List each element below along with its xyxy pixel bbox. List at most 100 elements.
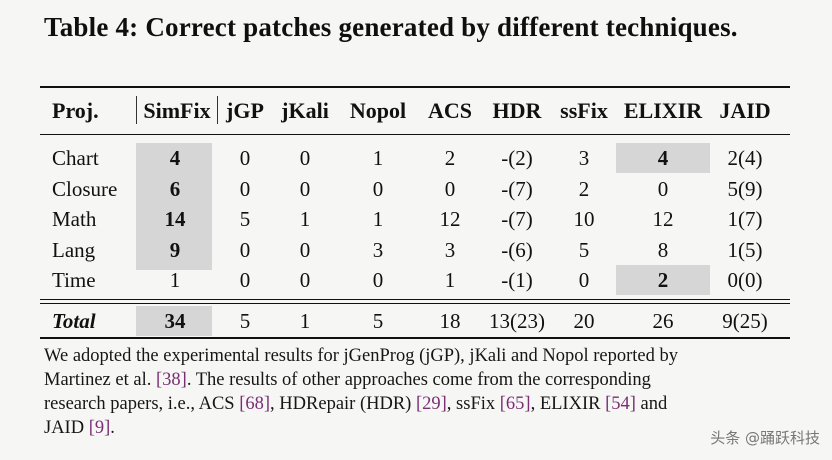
footnote-text: , ssFix (446, 394, 500, 414)
footnote-text: , HDRepair (HDR) (270, 394, 416, 414)
footnote-text: We adopted the experimental results for … (44, 346, 679, 366)
watermark: 头条 @踊跃科技 (710, 429, 820, 447)
table-cell: 14 (164, 207, 186, 231)
footnote-text: , ELIXIR (530, 394, 606, 414)
citation-link[interactable]: [38] (155, 370, 187, 390)
footnote-line: We adopted the experimental results for … (44, 344, 804, 368)
table-cell: 0 (239, 268, 251, 292)
elixir-time-highlight (616, 265, 710, 295)
table-cell: 1 (372, 207, 384, 231)
header-divider-right (217, 96, 218, 124)
table-cell: 12 (652, 207, 674, 231)
table-top-rule (40, 86, 790, 88)
table-cell: 1 (444, 268, 456, 292)
footnote-text: . (110, 418, 115, 438)
table-cell: -(2) (501, 146, 533, 170)
total-cell: 18 (439, 309, 461, 333)
table-cell: -(6) (501, 238, 533, 262)
table-cell: 8 (657, 238, 669, 262)
table-cell: 4 (657, 146, 669, 170)
total-rule-lower (40, 303, 790, 304)
header-jkali: jKali (281, 98, 329, 123)
row-proj-label: Time (52, 268, 96, 292)
table-bottom-rule (40, 337, 790, 339)
header-ssfix: ssFix (560, 98, 608, 123)
citation-link[interactable]: [54] (605, 394, 636, 414)
footnote-text: and (635, 394, 668, 414)
table-cell: 1(5) (727, 238, 763, 262)
footnote-text: Martinez et al. (44, 370, 156, 390)
total-cell: 9(25) (722, 309, 768, 333)
footnote-text: JAID (44, 418, 89, 438)
table-cell: 0 (372, 268, 384, 292)
row-proj-label: Math (52, 207, 97, 231)
header-jaid: JAID (719, 98, 771, 123)
table-cell: 4 (169, 146, 181, 170)
row-proj-label: Lang (52, 238, 96, 262)
simfix-total-highlight (136, 306, 212, 336)
table-caption: Table 4: Correct patches generated by di… (44, 12, 738, 42)
table-cell: 3 (372, 238, 384, 262)
header-hdr: HDR (492, 98, 542, 123)
table-cell: 0 (657, 177, 669, 201)
table-cell: 9 (169, 238, 181, 262)
table-cell: 0(0) (727, 268, 763, 292)
citation-link[interactable]: [68] (239, 394, 271, 414)
simfix-highlight (136, 143, 212, 270)
header-nopol: Nopol (349, 98, 407, 123)
table-cell: 1 (372, 146, 384, 170)
table-cell: 3 (444, 238, 456, 262)
header-rule (40, 134, 790, 135)
header-simfix: SimFix (143, 98, 211, 123)
row-proj-label: Closure (52, 177, 118, 201)
footnote-line: JAID [9]. (44, 416, 804, 440)
table-cell: 6 (169, 177, 181, 201)
footnote-line: research papers, i.e., ACS [68], HDRepai… (44, 392, 804, 416)
table-cell: 0 (239, 238, 251, 262)
table-cell: 0 (239, 146, 251, 170)
total-rule-upper (40, 299, 790, 300)
footnote-text: . The results of other approaches come f… (186, 370, 651, 390)
table-cell: 3 (578, 146, 590, 170)
row-proj-label: Chart (52, 146, 99, 170)
table-cell: 1 (169, 268, 181, 292)
table-cell: -(7) (501, 177, 533, 201)
table-cell: -(1) (501, 268, 533, 292)
elixir-chart-highlight (616, 143, 710, 173)
total-cell: 5 (372, 309, 384, 333)
total-cell: 13(23) (489, 309, 545, 333)
citation-link[interactable]: [65] (499, 394, 531, 414)
table-cell: 0 (299, 177, 311, 201)
table-cell: 0 (372, 177, 384, 201)
citation-link[interactable]: [29] (415, 394, 447, 414)
table-cell: 0 (299, 238, 311, 262)
total-cell: 26 (652, 309, 674, 333)
table-cell: 0 (444, 177, 456, 201)
header-acs: ACS (427, 98, 472, 123)
total-cell: 1 (299, 309, 311, 333)
header-elixir: ELIXIR (623, 98, 703, 123)
table-cell: 12 (439, 207, 461, 231)
table-cell: 0 (239, 177, 251, 201)
table-cell: 5 (578, 238, 590, 262)
table-cell: -(7) (501, 207, 533, 231)
table-cell: 2 (578, 177, 590, 201)
footnote-line: Martinez et al. [38]. The results of oth… (44, 368, 804, 392)
table-cell: 1(7) (727, 207, 763, 231)
table-cell: 5 (239, 207, 251, 231)
table-cell: 2(4) (727, 146, 763, 170)
table-cell: 1 (299, 207, 311, 231)
table-cell: 5(9) (727, 177, 763, 201)
header-divider-left (136, 96, 137, 124)
table-cell: 0 (299, 268, 311, 292)
total-cell: 20 (573, 309, 595, 333)
table-cell: 0 (299, 146, 311, 170)
table-footnote: We adopted the experimental results for … (44, 344, 804, 440)
citation-link[interactable]: [9] (88, 418, 111, 438)
header-proj: Proj. (52, 98, 99, 123)
header-jgp: jGP (226, 98, 264, 123)
total-cell: 34 (164, 309, 186, 333)
table-cell: 2 (444, 146, 456, 170)
total-label: Total (52, 309, 96, 333)
table-cell: 10 (573, 207, 595, 231)
